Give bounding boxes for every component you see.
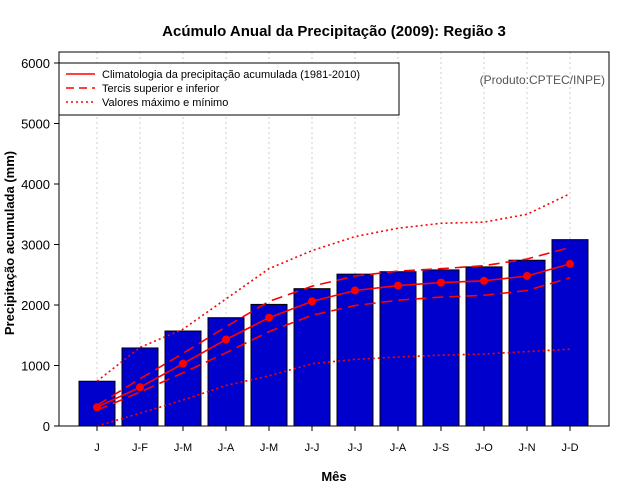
x-axis-ticks: J J-F J-M J-A J-M J-J J-J J-A J-S J-O J-N J-D: [94, 426, 579, 454]
climatology-point: [437, 278, 445, 287]
y-tick-label: 1000: [21, 359, 50, 374]
bar: [250, 303, 288, 427]
y-axis-label: Precipitação acumulada (mm): [2, 151, 17, 335]
lines: [93, 192, 574, 427]
climatology-point: [394, 281, 402, 290]
y-tick-label: 0: [43, 419, 50, 434]
x-tick-label: J-M: [174, 442, 192, 454]
bar: [465, 266, 503, 427]
y-tick-label: 5000: [21, 117, 50, 132]
bar: [422, 269, 460, 427]
bar: [379, 271, 417, 427]
bar: [508, 259, 546, 427]
y-axis-ticks: 0 1000 2000 3000 4000 5000 6000: [21, 56, 59, 434]
chart-title: Acúmulo Anual da Precipitação (2009): Re…: [162, 23, 506, 40]
climatology-point: [136, 383, 144, 392]
climatology-point: [480, 276, 488, 285]
climatology-line: [96, 263, 571, 408]
tercile-line: [96, 246, 571, 407]
climatology-point: [222, 335, 230, 344]
x-tick-label: J: [94, 442, 100, 454]
x-tick-label: J-O: [475, 442, 493, 454]
climatology-point: [265, 313, 273, 322]
tercile-line: [96, 277, 571, 412]
legend: Climatologia da precipitação acumulada (…: [58, 62, 400, 116]
plot-frame: [58, 51, 610, 427]
x-tick-label: J-J: [348, 442, 363, 454]
extreme-line: [96, 192, 571, 382]
y-tick-label: 3000: [21, 238, 50, 253]
bar: [164, 330, 202, 427]
x-tick-label: J-A: [390, 442, 407, 454]
extreme-line: [96, 348, 571, 427]
x-tick-label: J-A: [218, 442, 235, 454]
x-tick-label: J-N: [518, 442, 535, 454]
legend-entry-terciles: Tercis superior e inferior: [102, 83, 220, 95]
legend-entry-extremes: Valores máximo e mínimo: [102, 97, 228, 109]
x-tick-label: J-S: [433, 442, 450, 454]
credit-text: (Produto:CPTEC/INPE): [480, 73, 605, 87]
climatology-point: [351, 286, 359, 295]
y-tick-label: 4000: [21, 177, 50, 192]
legend-entry-climatology: Climatologia da precipitação acumulada (…: [102, 69, 360, 81]
x-axis-label: Mês: [321, 469, 346, 484]
climatology-point: [566, 259, 574, 268]
bar: [293, 288, 331, 427]
bar: [551, 239, 589, 427]
x-tick-label: J-F: [132, 442, 148, 454]
climatology-point: [308, 297, 316, 306]
bar: [336, 273, 374, 427]
y-tick-label: 2000: [21, 298, 50, 313]
climatology-point: [523, 271, 531, 280]
x-tick-label: J-J: [305, 442, 320, 454]
y-tick-label: 6000: [21, 56, 50, 71]
bars: [78, 239, 589, 427]
x-tick-label: J-M: [260, 442, 278, 454]
climatology-point: [179, 359, 187, 368]
x-tick-label: J-D: [561, 442, 578, 454]
legend-box: [58, 62, 400, 116]
